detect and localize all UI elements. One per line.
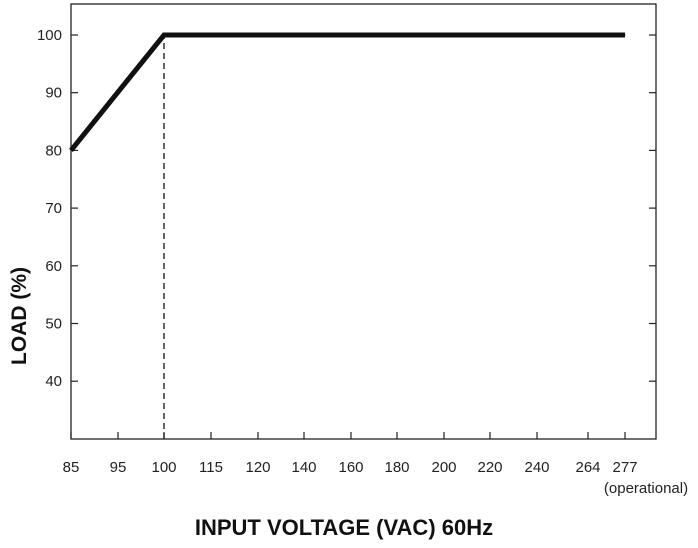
data-point (624, 34, 626, 36)
x-tick-label: 240 (524, 459, 549, 476)
x-note: (operational) (604, 480, 688, 497)
y-tick-label: 100 (37, 27, 62, 44)
y-axis-title: LOAD (%) (8, 267, 31, 365)
x-tick-label: 277 (612, 459, 637, 476)
x-tick-label: 100 (151, 459, 176, 476)
x-axis-title: INPUT VOLTAGE (VAC) 60Hz (195, 515, 493, 540)
y-tick-label: 50 (45, 316, 62, 333)
series-group (69, 32, 626, 152)
x-tick-label: 140 (291, 459, 316, 476)
series-line (69, 32, 625, 152)
x-tick-label: 85 (63, 459, 80, 476)
y-tick-label: 60 (45, 258, 62, 275)
y-axis-ticks: 40 50 60 70 80 90 100 (37, 27, 656, 390)
y-tick-label: 70 (45, 200, 62, 217)
x-tick-label: 115 (199, 459, 223, 476)
data-point (163, 34, 165, 36)
data-point (70, 149, 72, 151)
y-tick-label: 80 (45, 142, 62, 159)
plot-frame (70, 3, 657, 440)
x-tick-label: 264 (575, 459, 600, 476)
x-axis-ticks: 85 95 100 115 120 140 160 180 200 220 240 264 277 (63, 432, 638, 476)
y-tick-label: 90 (45, 85, 62, 102)
x-tick-label: 160 (338, 459, 363, 476)
x-tick-label: 200 (431, 459, 456, 476)
x-tick-label: 220 (477, 459, 502, 476)
x-tick-label: 95 (110, 459, 127, 476)
y-tick-label: 40 (45, 373, 62, 390)
x-tick-label: 120 (245, 459, 270, 476)
x-tick-label: 180 (384, 459, 409, 476)
